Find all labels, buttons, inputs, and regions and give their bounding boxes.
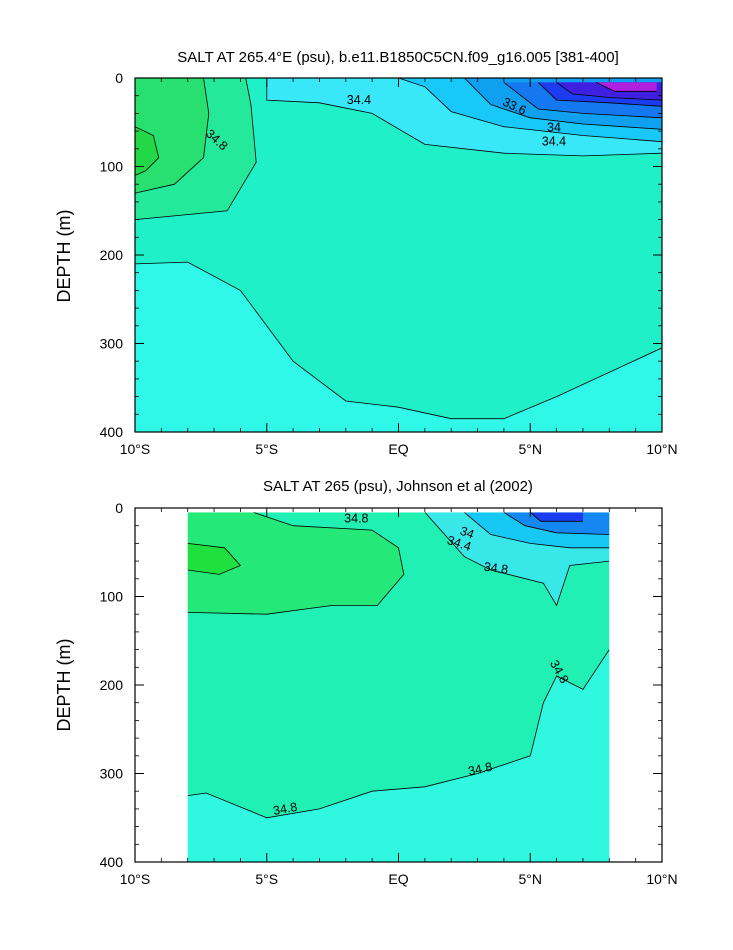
contour-label-text: 34.8 [272, 800, 298, 818]
chart-title: SALT AT 265.4°E (psu), b.e11.B1850C5CN.f… [177, 49, 619, 66]
contour-line-6 [530, 512, 583, 522]
x-tick-label: EQ [388, 871, 408, 887]
x-tick-label: 10°S [120, 441, 151, 457]
contour-label-text: 34.8 [467, 760, 494, 779]
contour-lines [135, 78, 662, 420]
fill-region-7 [530, 512, 583, 522]
contour-line-1 [187, 512, 405, 615]
contour-line-8 [537, 82, 662, 107]
axis-ticks: 10°S 5°S EQ 5°N 10°N 0 100 200 300 400 [100, 500, 678, 887]
y-tick-label: 400 [100, 854, 124, 870]
contour-line-2 [135, 78, 210, 194]
contour-label-text: 34.4 [347, 93, 371, 107]
contour-line-10 [595, 82, 657, 92]
y-axis-label: DEPTH (m) [54, 210, 74, 303]
contour-label-0: 34.8 [344, 512, 368, 526]
contour-line-0 [135, 261, 662, 420]
fill-region-11 [596, 82, 657, 92]
y-tick-label: 300 [100, 766, 124, 782]
x-tick-label: 5°S [255, 871, 278, 887]
contour-label-4: 34.4 [542, 135, 566, 149]
y-tick-label: 0 [115, 500, 123, 516]
y-tick-label: 0 [115, 70, 123, 86]
contour-label-1: 34 [458, 524, 476, 542]
y-tick-label: 200 [100, 677, 124, 693]
panel-model: SALT AT 265.4°E (psu), b.e11.B1850C5CN.f… [54, 49, 678, 457]
contour-label-text: 34.8 [344, 512, 368, 526]
axis-ticks: 10°S 5°S EQ 5°N 10°N 0 100 200 300 400 [100, 70, 678, 457]
panel-observations: SALT AT 265 (psu), Johnson et al (2002) … [54, 478, 678, 887]
y-tick-label: 200 [100, 247, 124, 263]
contour-line-4 [266, 78, 662, 157]
fill-region-3 [135, 78, 209, 194]
contour-line-3 [135, 126, 160, 176]
contour-line-1 [135, 78, 257, 220]
fill-region-1 [135, 262, 662, 432]
contour-label-5: 34.8 [467, 760, 494, 779]
contour-fills [187, 512, 610, 862]
y-tick-label: 100 [100, 589, 124, 605]
fill-region-1 [187, 649, 610, 862]
contour-label-0: 34.4 [347, 93, 371, 107]
contour-label-3: 34.8 [483, 560, 509, 577]
contour-line-5 [503, 512, 610, 535]
contour-line-4 [464, 512, 610, 549]
y-tick-label: 100 [100, 159, 124, 175]
contour-line-3 [424, 512, 610, 607]
contour-label-text: 34 [458, 524, 476, 542]
contour-label-text: 34 [547, 121, 561, 135]
x-tick-label: 10°S [120, 871, 151, 887]
y-tick-label: 400 [100, 424, 124, 440]
fill-region-2 [187, 512, 404, 615]
contour-label-3: 34 [547, 121, 561, 135]
x-tick-label: 10°N [646, 871, 677, 887]
contour-label-6: 34.8 [272, 800, 298, 818]
contour-label-text: 34.8 [483, 560, 509, 577]
contour-line-6 [464, 78, 662, 130]
x-tick-label: 5°N [519, 871, 543, 887]
x-tick-label: 5°S [255, 441, 278, 457]
contour-line-9 [556, 82, 662, 101]
y-axis-label: DEPTH (m) [54, 639, 74, 732]
x-tick-label: 5°N [519, 441, 543, 457]
contour-line-7 [503, 82, 662, 119]
contour-fills [135, 78, 662, 432]
contour-line-0 [187, 649, 610, 819]
x-tick-label: 10°N [646, 441, 677, 457]
contour-line-2 [187, 543, 242, 575]
chart-title: SALT AT 265 (psu), Johnson et al (2002) [263, 478, 533, 495]
contour-lines [187, 512, 610, 819]
y-tick-label: 300 [100, 336, 124, 352]
contour-line-5 [398, 78, 662, 143]
contour-label-text: 34.4 [542, 135, 566, 149]
x-tick-label: EQ [388, 441, 408, 457]
